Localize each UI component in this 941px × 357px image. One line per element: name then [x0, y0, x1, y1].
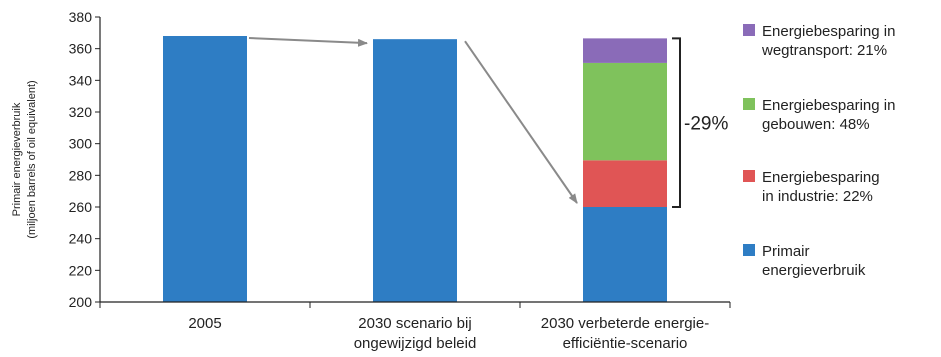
y-tick-label: 320 — [69, 104, 93, 120]
legend-label: Energiebesparing in — [762, 97, 895, 114]
bar-segment — [163, 36, 247, 302]
legend-label: Energiebesparing — [762, 169, 880, 186]
legend-swatch — [743, 24, 755, 36]
legend-label: Primair — [762, 243, 810, 260]
y-tick-label: 340 — [69, 72, 93, 88]
legend-swatch — [743, 98, 755, 110]
legend-label: gebouwen: 48% — [762, 116, 870, 133]
y-axis-label: Primair energieverbruik — [11, 102, 23, 216]
trend-arrow — [464, 40, 578, 204]
legend-swatch — [743, 170, 755, 182]
trend-arrow — [248, 37, 368, 47]
y-tick-label: 360 — [69, 41, 93, 57]
reduction-bracket — [672, 37, 681, 208]
legend-label: wegtransport: 21% — [761, 42, 887, 59]
y-tick-label: 240 — [69, 231, 93, 247]
y-tick-label: 220 — [69, 262, 93, 278]
legend-swatch — [743, 244, 755, 256]
bar-segment — [583, 38, 667, 63]
legend-label: Energiebesparing in — [762, 23, 895, 40]
x-tick-label: ongewijzigd beleid — [354, 335, 477, 352]
bar-segment — [373, 39, 457, 303]
y-tick-label: 380 — [69, 9, 93, 25]
reduction-label: -29% — [684, 114, 728, 135]
legend-label: energieverbruik — [762, 262, 866, 279]
x-tick-label: 2030 scenario bij — [358, 315, 471, 332]
bar-segment — [583, 160, 667, 207]
y-axis-label: (miljoen barrels of oil equivalent) — [26, 80, 38, 238]
y-tick-label: 280 — [69, 167, 93, 183]
bar-segment — [583, 207, 667, 302]
x-tick-label: 2030 verbeterde energie- — [541, 315, 709, 332]
x-tick-label: efficiëntie-scenario — [563, 335, 688, 352]
y-tick-label: 300 — [69, 136, 93, 152]
y-tick-label: 200 — [69, 294, 93, 310]
legend-label: in industrie: 22% — [762, 188, 873, 205]
y-tick-label: 260 — [69, 199, 93, 215]
x-tick-label: 2005 — [188, 315, 221, 332]
bar-segment — [583, 62, 667, 161]
